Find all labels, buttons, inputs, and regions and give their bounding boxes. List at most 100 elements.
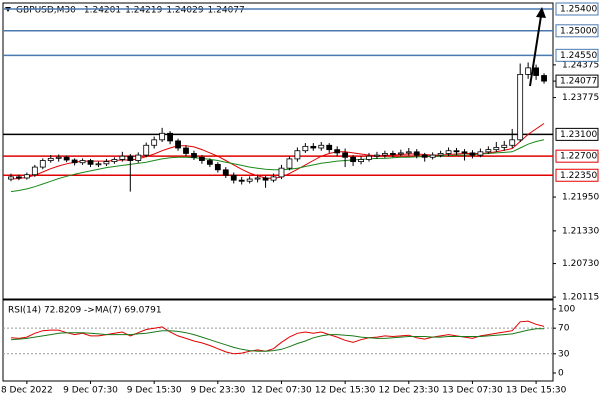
candle-body — [326, 144, 333, 151]
candle-body — [541, 75, 547, 82]
x-tick-label: 12 Dec 07:30 — [251, 386, 312, 396]
candle-body — [214, 163, 221, 171]
x-tick-label: 9 Dec 23:30 — [190, 386, 245, 396]
candle-body — [270, 176, 277, 181]
candle-body — [397, 152, 404, 155]
candle-body — [350, 156, 356, 163]
y-tick-label: 1.24375 — [562, 60, 599, 70]
level-label: 1.25400 — [560, 4, 597, 14]
candle-body — [382, 153, 388, 156]
candle-body — [16, 176, 22, 179]
candle-body — [175, 140, 181, 149]
candle-body — [222, 169, 229, 176]
candle-body — [151, 139, 158, 146]
rsi-ma-line — [10, 328, 544, 352]
candle-body — [461, 151, 468, 154]
arrow-shaft — [529, 15, 542, 87]
candle-body — [509, 139, 516, 146]
candle-body — [318, 144, 325, 149]
level-label: 1.24550 — [560, 51, 597, 61]
candle-body — [87, 160, 94, 165]
candle-body — [254, 177, 261, 180]
candle-body — [421, 154, 428, 158]
chart-title: GBPUSD,M30 — [16, 6, 76, 16]
rsi-panel — [2, 299, 554, 382]
y-tick-label: 1.23775 — [562, 93, 599, 103]
header-value: 1.24029 — [166, 6, 203, 16]
rsi-line — [10, 320, 545, 355]
candle-body — [8, 176, 14, 180]
candle-body — [517, 74, 524, 141]
header-value: 1.24201 — [84, 6, 121, 16]
y-tick-label: 1.20115 — [562, 293, 599, 303]
candle-body — [310, 145, 317, 149]
x-tick-label: 13 Dec 07:30 — [442, 386, 503, 396]
candle-body — [342, 152, 349, 158]
price-label: 1.24077 — [560, 77, 597, 87]
level-label: 1.23100 — [560, 130, 597, 140]
y-tick-label: 1.21950 — [562, 193, 599, 203]
candle-body — [485, 149, 492, 153]
candle-body — [47, 157, 54, 161]
candle-body — [159, 132, 166, 141]
candle-body — [525, 67, 532, 75]
level-box — [555, 2, 599, 16]
header-value: 1.24077 — [208, 6, 245, 16]
candle-body — [23, 174, 30, 179]
candle-body — [167, 132, 173, 142]
candle-body — [501, 144, 508, 148]
candle-body — [405, 151, 412, 154]
candle-body — [453, 150, 460, 153]
x-tick-label: 8 Dec 2022 — [1, 386, 53, 396]
moving-average — [10, 123, 545, 180]
candle-body — [413, 151, 420, 156]
moving-average — [10, 139, 545, 193]
candle-body — [111, 159, 118, 163]
candle-body — [477, 151, 484, 156]
candle-body — [302, 145, 309, 152]
rsi-tick-label: 30 — [558, 349, 570, 359]
candle-body — [493, 147, 500, 151]
candle-body — [262, 177, 269, 181]
rsi-tick-label: 0 — [558, 368, 564, 378]
candle-body — [429, 154, 436, 158]
x-tick-label: 9 Dec 15:30 — [127, 386, 182, 396]
candle-body — [206, 160, 213, 165]
y-tick-label: 1.21330 — [562, 226, 599, 236]
rsi-label: RSI(14) 72.8209 ->MA(7) 69.0791 — [8, 306, 162, 316]
candle-body — [31, 166, 38, 176]
candle-body — [334, 149, 341, 154]
y-tick-label: 1.20730 — [562, 259, 599, 269]
level-box — [555, 127, 599, 141]
x-tick-label: 9 Dec 07:30 — [63, 386, 118, 396]
candle-body — [143, 144, 150, 156]
level-box — [555, 48, 599, 62]
candle-body — [119, 155, 126, 160]
candle-body — [469, 152, 476, 156]
candle-body — [366, 155, 372, 160]
x-tick-label: 13 Dec 15:30 — [506, 386, 567, 396]
candle-body — [183, 147, 189, 154]
price-box — [555, 74, 599, 88]
level-label: 1.25000 — [560, 26, 597, 36]
candle-body — [437, 153, 444, 156]
candle-body — [71, 159, 78, 164]
x-tick-label: 12 Dec 15:30 — [315, 386, 376, 396]
candle-body — [191, 153, 197, 158]
candle-body — [135, 154, 142, 161]
x-tick-label: 12 Dec 23:30 — [379, 386, 440, 396]
candle-body — [79, 160, 86, 164]
candle-body — [445, 150, 452, 154]
candle-body — [63, 156, 70, 161]
candle-body — [358, 159, 364, 163]
level-box — [555, 24, 599, 38]
arrow-head — [536, 7, 546, 18]
level-label: 1.22350 — [560, 171, 597, 181]
candle-body — [294, 150, 301, 160]
candle-body — [389, 153, 396, 155]
header-value: 1.24219 — [125, 6, 162, 16]
rsi-tick-label: 100 — [558, 304, 575, 314]
candle-body — [278, 167, 285, 178]
